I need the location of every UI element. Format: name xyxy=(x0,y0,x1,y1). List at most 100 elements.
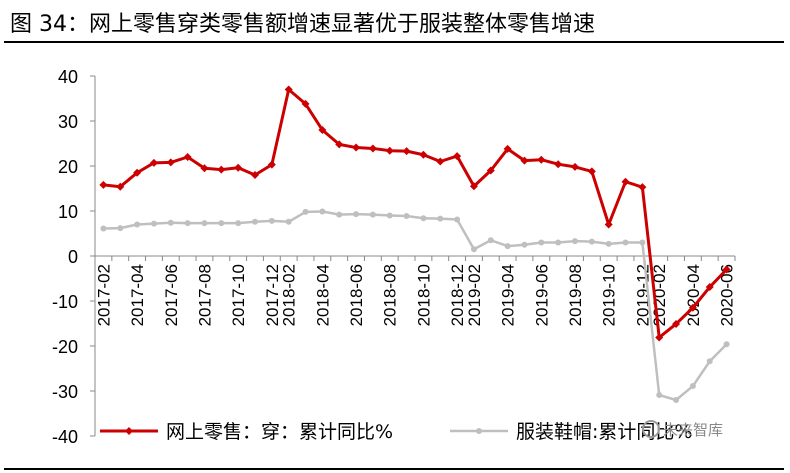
data-point xyxy=(386,212,393,219)
data-point xyxy=(503,144,512,153)
data-point xyxy=(234,163,243,172)
y-tick-label: 0 xyxy=(68,247,78,267)
x-tick-label: 2019-08 xyxy=(566,264,585,326)
y-tick-label: 30 xyxy=(58,112,78,132)
data-point xyxy=(420,215,427,222)
data-point xyxy=(134,221,141,228)
data-point xyxy=(554,160,563,169)
data-point xyxy=(655,333,664,342)
y-tick-label: 40 xyxy=(58,67,78,87)
data-point xyxy=(521,241,528,248)
data-point xyxy=(403,212,410,219)
data-point xyxy=(672,319,681,328)
data-point xyxy=(251,171,259,179)
bottom-rule xyxy=(4,468,784,470)
legend-marker xyxy=(476,428,482,434)
data-point xyxy=(368,144,377,153)
x-tick-label: 2018-12 xyxy=(448,264,467,326)
data-point xyxy=(268,217,275,224)
data-point xyxy=(639,239,646,246)
y-tick-label: -40 xyxy=(52,427,78,447)
data-point xyxy=(419,150,428,159)
data-point xyxy=(587,167,596,176)
data-point xyxy=(470,246,477,253)
data-point xyxy=(638,183,647,192)
data-point xyxy=(252,218,258,225)
x-tick-label: 2017-10 xyxy=(229,264,248,326)
x-tick-label: 2018-08 xyxy=(381,264,400,326)
figure-title: 图 34：网上零售穿类零售额增速显著优于服装整体零售增速 xyxy=(10,12,595,37)
data-point xyxy=(673,397,680,403)
data-point xyxy=(369,211,376,218)
data-point xyxy=(318,126,327,134)
legend-marker xyxy=(125,427,133,435)
x-tick-label: 2017-06 xyxy=(162,264,181,326)
data-point xyxy=(504,243,511,250)
data-point xyxy=(436,157,445,166)
data-point xyxy=(149,158,158,167)
title-rule xyxy=(4,41,784,43)
data-point xyxy=(99,180,108,189)
data-point xyxy=(133,168,142,177)
y-tick-label: -10 xyxy=(52,292,78,312)
data-point xyxy=(622,239,629,246)
data-point xyxy=(402,147,411,156)
data-point xyxy=(217,165,226,174)
data-point xyxy=(235,220,242,227)
x-tick-label: 2017-04 xyxy=(128,264,147,326)
data-point xyxy=(302,208,309,215)
data-point xyxy=(218,220,225,227)
data-point xyxy=(352,143,361,152)
x-tick-label: 2019-10 xyxy=(600,264,619,326)
figure-header: 图 34：网上零售穿类零售额增速显著优于服装整体零售增速 xyxy=(0,0,790,44)
data-point xyxy=(184,220,191,227)
data-point xyxy=(335,140,344,149)
data-point xyxy=(116,182,125,191)
x-tick-label: 2019-02 xyxy=(465,264,484,326)
x-tick-label: 2020-06 xyxy=(718,264,737,326)
data-point xyxy=(267,160,276,169)
data-point xyxy=(705,283,714,292)
data-point xyxy=(183,153,192,161)
data-point xyxy=(486,166,495,175)
data-point xyxy=(201,220,208,227)
data-point xyxy=(319,208,326,215)
line-chart: 40 30 20 10 0 -10 -20 -30 -40 2017-02 2017-04 2017-… xyxy=(52,67,737,447)
data-point xyxy=(722,265,731,274)
data-point xyxy=(605,240,612,247)
data-point xyxy=(336,211,343,218)
y-tick-label: -30 xyxy=(52,382,78,402)
data-point xyxy=(604,220,613,229)
y-tick-label: 20 xyxy=(58,157,78,177)
data-point xyxy=(555,239,562,246)
x-tick-label: 2019-06 xyxy=(532,264,551,326)
data-point xyxy=(621,177,630,186)
data-point xyxy=(353,211,360,218)
data-point xyxy=(301,99,310,108)
data-point xyxy=(520,156,529,165)
data-point xyxy=(454,216,461,223)
wechat-icon xyxy=(642,420,660,438)
data-point xyxy=(656,392,663,399)
x-tick-label: 2017-12 xyxy=(263,264,282,326)
legend-label: 网上零售：穿：累计同比% xyxy=(166,421,393,443)
data-point xyxy=(689,383,696,390)
watermark-text: 未来智库 xyxy=(663,421,724,439)
data-point xyxy=(166,158,175,167)
data-point xyxy=(285,218,292,225)
x-tick-label: 2018-04 xyxy=(313,264,332,326)
y-tick-label: -20 xyxy=(52,337,78,357)
x-tick-label: 2020-04 xyxy=(684,264,703,326)
data-point xyxy=(487,237,494,244)
data-point xyxy=(572,238,578,245)
data-point xyxy=(200,164,209,173)
data-point xyxy=(100,225,107,232)
x-tick-label: 2017-08 xyxy=(195,264,214,326)
x-tick-label: 2017-02 xyxy=(94,264,113,326)
data-point xyxy=(537,155,546,164)
data-point xyxy=(588,238,595,245)
watermark: 未来智库 xyxy=(642,419,723,440)
x-tick-label: 2019-04 xyxy=(499,264,518,326)
data-point xyxy=(385,146,394,155)
data-point xyxy=(284,85,293,94)
